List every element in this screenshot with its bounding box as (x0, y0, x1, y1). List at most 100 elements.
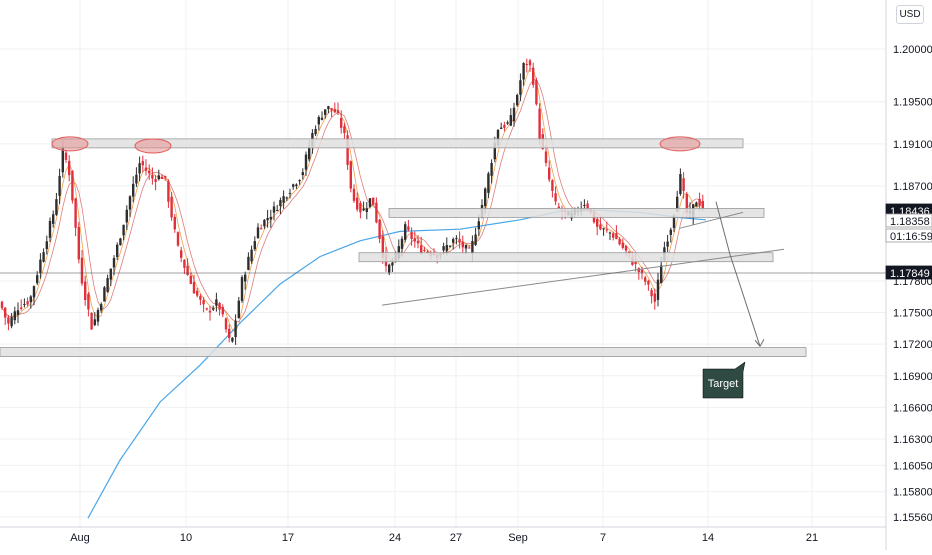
candle (205, 307, 208, 311)
price-label-text: 1.17849 (890, 268, 930, 280)
candle-body (160, 176, 164, 179)
candle-body (52, 214, 55, 224)
candle-body (583, 204, 586, 206)
candle-body (461, 241, 464, 248)
candle (388, 263, 391, 276)
candle (285, 196, 288, 201)
candle-body (247, 256, 250, 270)
candle (26, 297, 29, 307)
candle (13, 306, 16, 325)
candle-body (84, 281, 87, 300)
candle-body (106, 278, 109, 292)
candle-body (599, 224, 602, 230)
candle (90, 312, 93, 330)
candle (298, 179, 301, 185)
candle (125, 205, 128, 231)
candle (535, 77, 538, 106)
support-zone (0, 347, 807, 357)
candle (64, 149, 68, 163)
candle-body (506, 122, 509, 124)
candle-body (346, 135, 349, 165)
candle-body (304, 154, 308, 170)
candles (0, 58, 704, 345)
candle-body (388, 264, 391, 273)
candle (87, 291, 90, 317)
candle (464, 244, 468, 254)
candle-body (263, 219, 266, 227)
candle (173, 213, 176, 233)
candle (244, 271, 247, 290)
candle (279, 197, 282, 215)
candle-body (586, 203, 589, 210)
candle (52, 210, 55, 228)
y-tick-label: 1.17200 (893, 339, 932, 351)
candle (141, 155, 144, 173)
candle (378, 219, 381, 244)
candle-body (356, 197, 359, 210)
candle (605, 221, 608, 233)
x-tick-label: 17 (282, 532, 294, 544)
candle (48, 217, 52, 242)
candle-body (528, 60, 532, 66)
candle-body (637, 268, 640, 272)
candle (119, 237, 122, 246)
candle-body (653, 293, 656, 302)
candle-body (317, 116, 320, 125)
moving-averages (1, 67, 707, 519)
candle (477, 214, 480, 237)
candle (512, 102, 516, 127)
candle-body (522, 63, 525, 80)
candle (368, 198, 372, 209)
candle (602, 227, 605, 236)
candle-body (474, 234, 477, 245)
candle (154, 175, 157, 191)
y-tick-label: 1.16300 (893, 434, 932, 446)
candle (106, 274, 109, 293)
candle (288, 188, 292, 199)
candle-body (666, 241, 669, 247)
candle-body (48, 221, 52, 238)
candle (458, 231, 461, 249)
candle (199, 294, 202, 306)
candle (506, 120, 509, 125)
candle (77, 222, 80, 264)
currency-button[interactable]: USD (896, 5, 924, 24)
candle (253, 236, 256, 251)
candle-body (314, 128, 317, 135)
candle-body (698, 198, 701, 206)
candle (324, 109, 327, 119)
candle-body (176, 232, 180, 246)
x-tick-label: Sep (508, 532, 528, 544)
candle-body (525, 64, 528, 66)
y-tick-label: 1.16050 (893, 460, 932, 472)
candle (615, 225, 618, 240)
price-label-text: 01:16:59 (890, 231, 932, 243)
candle (250, 245, 253, 264)
candle (266, 209, 269, 228)
candle (196, 287, 199, 298)
candle (42, 248, 45, 263)
candle-body (29, 296, 32, 303)
candle (39, 253, 42, 279)
candle-body (16, 310, 20, 315)
candle-body (128, 196, 132, 210)
y-tick-label: 1.17500 (893, 308, 932, 320)
candle (682, 172, 685, 199)
candle-body (135, 174, 138, 184)
candle-body (650, 290, 653, 297)
candle-body (36, 275, 39, 284)
candle-body (400, 238, 404, 249)
candle (276, 204, 279, 212)
candle-body (282, 196, 285, 203)
drawings[interactable]: Target (0, 136, 807, 399)
candle-body (442, 246, 445, 251)
candle-body (237, 300, 240, 318)
range-top-zone (388, 208, 765, 218)
candle (74, 197, 77, 237)
candle (330, 107, 333, 118)
candle-body (298, 180, 301, 182)
candle-body (77, 227, 80, 260)
